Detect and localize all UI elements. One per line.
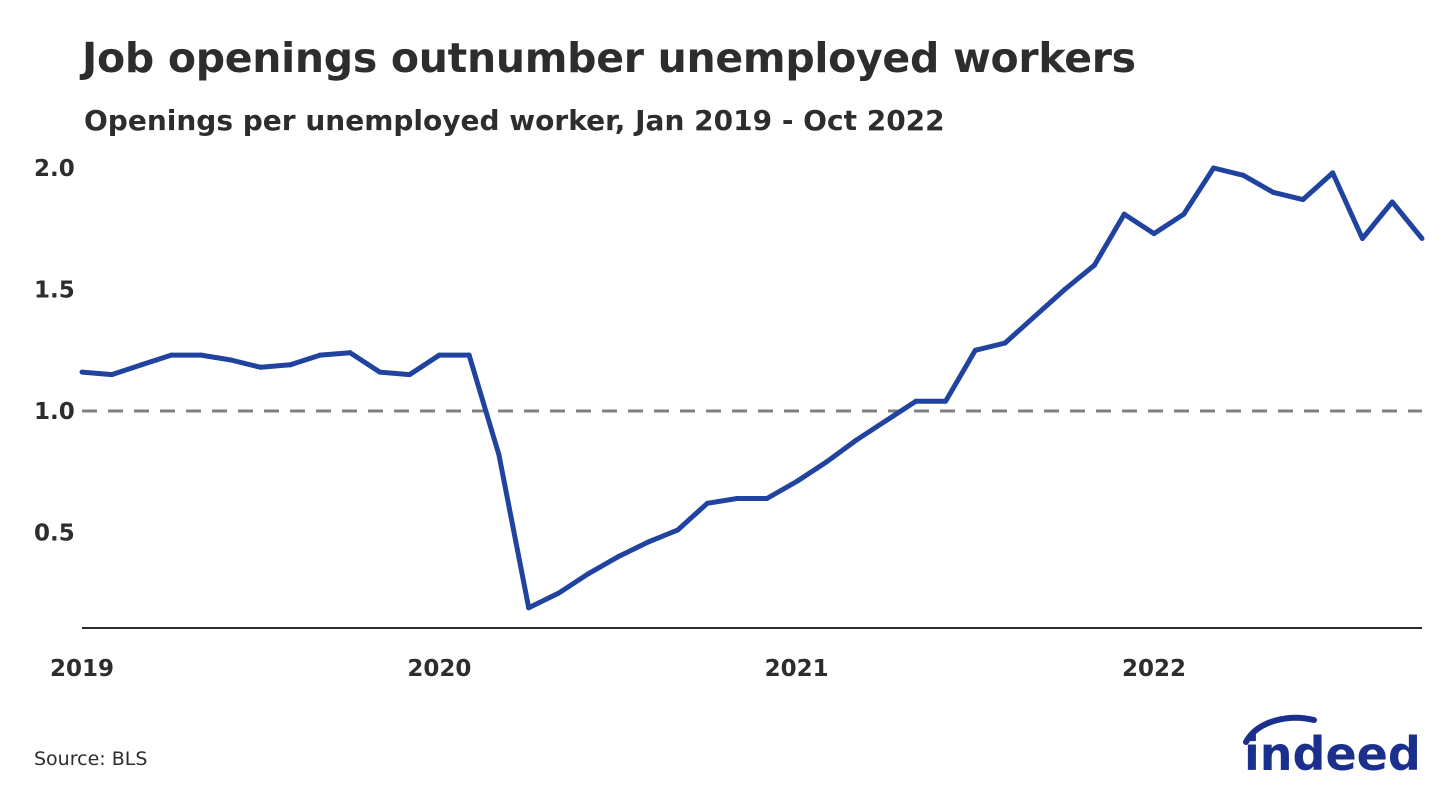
- x-tick-label: 2020: [407, 656, 471, 682]
- data-point: [555, 590, 561, 596]
- chart-subtitle: Openings per unemployed worker, Jan 2019…: [84, 104, 945, 137]
- data-point: [1270, 189, 1276, 195]
- data-point: [168, 352, 174, 358]
- data-point: [377, 369, 383, 375]
- data-point: [317, 352, 323, 358]
- data-point: [258, 364, 264, 370]
- y-axis-ticks: 0.5 1.0 1.5 2.0: [34, 156, 75, 547]
- data-point: [1181, 211, 1187, 217]
- y-tick-label: 2.0: [34, 156, 75, 182]
- data-point: [1032, 313, 1038, 319]
- data-point: [198, 352, 204, 358]
- data-point: [645, 539, 651, 545]
- indeed-logo: indeed: [1243, 714, 1421, 778]
- data-point: [585, 571, 591, 577]
- data-point: [1359, 235, 1365, 241]
- data-point: [466, 352, 472, 358]
- logo-wordmark: indeed: [1244, 727, 1421, 778]
- data-point: [1240, 172, 1246, 178]
- series-line: [81, 165, 1424, 611]
- data-point: [972, 347, 978, 353]
- data-point: [407, 372, 413, 378]
- data-point: [883, 418, 889, 424]
- data-point: [764, 495, 770, 501]
- data-point: [853, 437, 859, 443]
- x-axis-ticks: 2019 2020 2021 2022: [50, 656, 1186, 682]
- x-tick-label: 2022: [1122, 656, 1186, 682]
- data-point: [704, 500, 710, 506]
- data-point: [823, 459, 829, 465]
- data-point: [109, 372, 115, 378]
- data-point: [1330, 170, 1336, 176]
- data-point: [1419, 235, 1425, 241]
- data-point: [1389, 199, 1395, 205]
- data-point: [228, 357, 234, 363]
- x-tick-label: 2019: [50, 656, 114, 682]
- data-point: [436, 352, 442, 358]
- data-point: [615, 554, 621, 560]
- data-point: [1002, 340, 1008, 346]
- y-tick-label: 1.0: [34, 399, 75, 425]
- data-point: [287, 362, 293, 368]
- data-point: [943, 398, 949, 404]
- data-points: [79, 165, 1425, 611]
- data-point: [1300, 197, 1306, 203]
- logo-arc: [1243, 714, 1317, 745]
- data-point: [675, 527, 681, 533]
- data-point: [794, 478, 800, 484]
- data-point: [1121, 211, 1127, 217]
- data-point: [347, 350, 353, 356]
- data-point: [1062, 287, 1068, 292]
- source-note: Source: BLS: [34, 748, 148, 770]
- chart-title: Job openings outnumber unemployed worker…: [82, 34, 1136, 82]
- data-point: [913, 398, 919, 404]
- data-point: [1151, 231, 1157, 237]
- data-point: [79, 369, 85, 375]
- data-point: [1211, 165, 1217, 171]
- y-tick-label: 0.5: [34, 521, 75, 547]
- data-point: [496, 452, 502, 458]
- y-tick-label: 1.5: [34, 278, 75, 304]
- data-point: [139, 362, 145, 368]
- data-point: [734, 495, 740, 501]
- data-point: [1091, 262, 1097, 268]
- x-tick-label: 2021: [765, 656, 829, 682]
- line-chart: 0.5 1.0 1.5 2.0 2019 2020 2021 2022: [34, 156, 1425, 682]
- data-point: [526, 605, 532, 611]
